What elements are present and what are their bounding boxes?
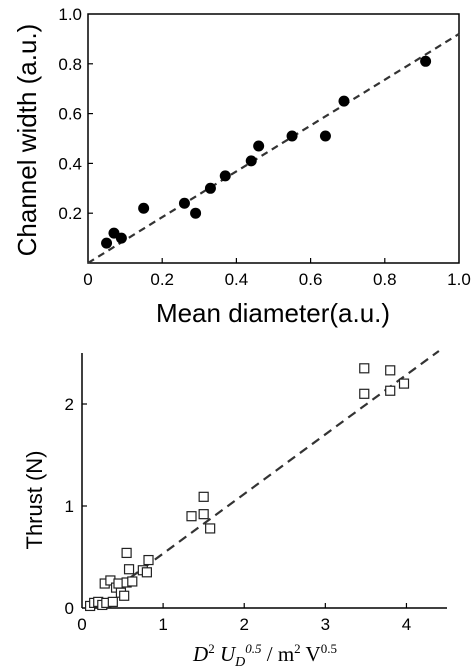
chart-1-data-point (204, 182, 216, 194)
chart-2-y-tick-label: 0 (65, 599, 74, 618)
chart-1-data-point (420, 55, 432, 67)
chart-2-data-point (359, 388, 370, 399)
chart-1-x-tick-label: 0 (83, 270, 92, 289)
chart-1-x-tick-label: 0.2 (150, 270, 174, 289)
chart-2-tick-labels: 0 1 2 3 4 0 1 2 (65, 395, 412, 634)
chart-1-y-tick-label: 0.4 (58, 154, 82, 173)
chart-1-points (101, 55, 432, 249)
chart-2-thrust: 0 1 2 3 4 0 1 2 Thrust (N) D2 UD0.5 / m2 V0.5 (22, 350, 447, 670)
chart-2-x-tick-label: 1 (158, 615, 167, 634)
chart-1-y-tick-label: 1.0 (58, 5, 82, 24)
chart-1-data-point (101, 237, 113, 249)
chart-1-data-point (245, 155, 257, 167)
chart-1-data-point (219, 170, 231, 182)
chart-2-data-point (398, 378, 410, 389)
chart-2-x-tick-label: 4 (402, 615, 411, 634)
chart-1-x-tick-label: 0.8 (373, 270, 397, 289)
chart-1-x-tick-label: 1.0 (447, 270, 471, 289)
chart-2-tick-marks (82, 403, 408, 608)
chart-1-data-point (338, 95, 350, 107)
chart-1-data-point (138, 202, 150, 214)
chart-1-y-tick-label: 0.8 (58, 55, 82, 74)
chart-2-data-point (359, 363, 370, 374)
chart-1-data-point (190, 207, 202, 219)
chart-1-data-point (319, 130, 331, 142)
chart-1-y-axis-label: Channel width (a.u.) (12, 24, 42, 257)
chart-2-data-point (198, 509, 209, 520)
chart-2-data-point (141, 567, 152, 578)
chart-2-data-point (385, 385, 396, 396)
chart-2-fit-line (130, 350, 440, 579)
chart-1-data-point (253, 140, 265, 152)
chart-2-data-point (127, 576, 138, 587)
chart-2-data-point (205, 523, 216, 534)
chart-1-channel-width: 0 0.2 0.4 0.6 0.8 1.0 0.2 0.4 0.6 0.8 1.0 Mean dia… (12, 5, 471, 328)
chart-2-data-point (385, 365, 396, 376)
chart-2-data-point (198, 491, 209, 502)
chart-1-data-point (115, 232, 127, 244)
chart-2-y-axis-label: Thrust (N) (22, 451, 47, 550)
chart-2-x-tick-label: 3 (321, 615, 330, 634)
chart-1-data-point (286, 130, 298, 142)
chart-1-data-point (178, 197, 190, 209)
chart-2-data-point (143, 554, 154, 566)
chart-2-x-tick-label: 2 (239, 615, 248, 634)
chart-2-data-point (121, 547, 132, 559)
chart-2-data-point (107, 596, 118, 607)
chart-2-data-point (119, 590, 130, 601)
chart-1-tick-labels: 0 0.2 0.4 0.6 0.8 1.0 0.2 0.4 0.6 0.8 1.0 (58, 5, 470, 289)
chart-1-fit-line (87, 32, 460, 264)
chart-1-x-tick-label: 0.6 (299, 270, 323, 289)
chart-2-data-point (123, 564, 135, 575)
chart-2-points (85, 363, 410, 612)
chart-1-x-axis-label: Mean diameter(a.u.) (156, 298, 390, 328)
chart-2-x-tick-label: 0 (77, 615, 86, 634)
chart-1-x-tick-label: 0.4 (225, 270, 249, 289)
chart-1-y-tick-label: 0.6 (58, 105, 82, 124)
chart-1-frame (87, 13, 460, 264)
chart-1-tick-marks (88, 63, 386, 263)
chart-1-y-tick-label: 0.2 (58, 204, 82, 223)
chart-2-y-tick-label: 1 (65, 497, 74, 516)
chart-2-data-point (186, 511, 197, 522)
chart-2-x-axis-label: D2 UD0.5 / m2 V0.5 (192, 641, 337, 670)
chart-2-y-tick-label: 2 (65, 395, 74, 414)
